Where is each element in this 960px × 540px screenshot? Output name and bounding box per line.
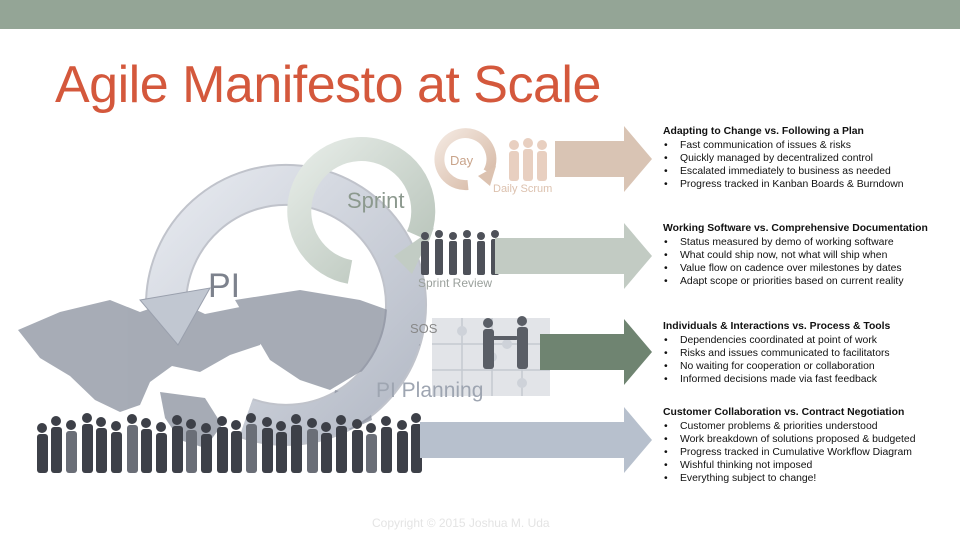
person-silhouette bbox=[307, 418, 318, 473]
person-silhouette bbox=[262, 417, 273, 473]
sprint-label: Sprint bbox=[347, 188, 404, 213]
person-silhouette bbox=[231, 420, 242, 473]
person-silhouette bbox=[321, 422, 332, 473]
bullet-item: What could ship now, not what will ship … bbox=[663, 249, 955, 262]
bullet-item: Value flow on cadence over milestones by… bbox=[663, 262, 955, 275]
section-arrows bbox=[420, 126, 652, 473]
person-silhouette bbox=[246, 413, 257, 473]
bullet-item: Risks and issues communicated to facilit… bbox=[663, 347, 955, 360]
sprint-review-people bbox=[421, 230, 499, 275]
bullet-item: Adapt scope or priorities based on curre… bbox=[663, 275, 955, 288]
bullet-item: Fast communication of issues & risks bbox=[663, 139, 955, 152]
bullet-item: Customer problems & priorities understoo… bbox=[663, 420, 955, 433]
person-silhouette bbox=[381, 416, 392, 473]
pi-label: PI bbox=[208, 267, 240, 305]
person-silhouette bbox=[201, 423, 212, 473]
section-customer-collaboration: Customer Collaboration vs. Contract Nego… bbox=[663, 406, 955, 485]
section-arrow bbox=[420, 407, 652, 473]
person-silhouette bbox=[291, 414, 302, 473]
person-silhouette bbox=[411, 413, 422, 473]
day-cycle-arrow bbox=[434, 128, 497, 191]
section-heading: Adapting to Change vs. Following a Plan bbox=[663, 126, 864, 137]
bullet-item: Everything subject to change! bbox=[663, 472, 955, 485]
bullet-item: Status measured by demo of working softw… bbox=[663, 236, 955, 249]
bullet-item: No waiting for cooperation or collaborat… bbox=[663, 360, 955, 373]
section-adapting-to-change: Adapting to Change vs. Following a Plan … bbox=[663, 125, 955, 191]
bullet-item: Quickly managed by decentralized control bbox=[663, 152, 955, 165]
section-arrow bbox=[495, 223, 652, 289]
bullet-item: Wishful thinking not imposed bbox=[663, 459, 955, 472]
bullet-item: Progress tracked in Kanban Boards & Burn… bbox=[663, 178, 955, 191]
section-arrow bbox=[555, 126, 652, 192]
bullet-item: Escalated immediately to business as nee… bbox=[663, 165, 955, 178]
copyright-notice: Copyright © 2015 Joshua M. Uda bbox=[372, 516, 550, 530]
section-heading: Customer Collaboration vs. Contract Nego… bbox=[663, 407, 905, 418]
slide-title: Agile Manifesto at Scale bbox=[55, 56, 601, 114]
crowd-people bbox=[37, 413, 422, 473]
person-silhouette bbox=[217, 416, 228, 473]
person-silhouette bbox=[172, 415, 183, 473]
person-silhouette bbox=[127, 414, 138, 473]
daily-scrum-people bbox=[509, 138, 547, 181]
section-individuals-interactions: Individuals & Interactions vs. Process &… bbox=[663, 320, 955, 386]
bullet-item: Informed decisions made via fast feedbac… bbox=[663, 373, 955, 386]
sprint-review-label: Sprint Review bbox=[418, 276, 492, 290]
person-silhouette bbox=[37, 423, 48, 473]
pi-planning-label: PI Planning bbox=[376, 379, 483, 402]
bullet-item: Dependencies coordinated at point of wor… bbox=[663, 334, 955, 347]
bullet-item: Progress tracked in Cumulative Workflow … bbox=[663, 446, 955, 459]
person-silhouette bbox=[366, 423, 377, 473]
person-silhouette bbox=[397, 420, 408, 473]
person-silhouette bbox=[51, 416, 62, 473]
bullet-item: Work breakdown of solutions proposed & b… bbox=[663, 433, 955, 446]
person-silhouette bbox=[141, 418, 152, 473]
day-label: Day bbox=[450, 153, 474, 168]
person-silhouette bbox=[276, 421, 287, 473]
person-silhouette bbox=[82, 413, 93, 473]
person-silhouette bbox=[111, 421, 122, 473]
person-silhouette bbox=[96, 417, 107, 473]
section-working-software: Working Software vs. Comprehensive Docum… bbox=[663, 222, 955, 288]
person-silhouette bbox=[186, 419, 197, 473]
pi-cycle-arrow bbox=[139, 163, 427, 446]
daily-scrum-label: Daily Scrum bbox=[493, 183, 552, 195]
person-silhouette bbox=[66, 420, 77, 473]
handshake-people bbox=[483, 316, 528, 369]
person-silhouette bbox=[156, 422, 167, 473]
sos-label: SOS bbox=[410, 321, 438, 336]
person-silhouette bbox=[336, 415, 347, 473]
section-heading: Working Software vs. Comprehensive Docum… bbox=[663, 223, 928, 234]
person-silhouette bbox=[352, 419, 363, 473]
section-heading: Individuals & Interactions vs. Process &… bbox=[663, 321, 891, 332]
top-bar bbox=[0, 0, 960, 29]
section-arrow bbox=[540, 319, 652, 385]
